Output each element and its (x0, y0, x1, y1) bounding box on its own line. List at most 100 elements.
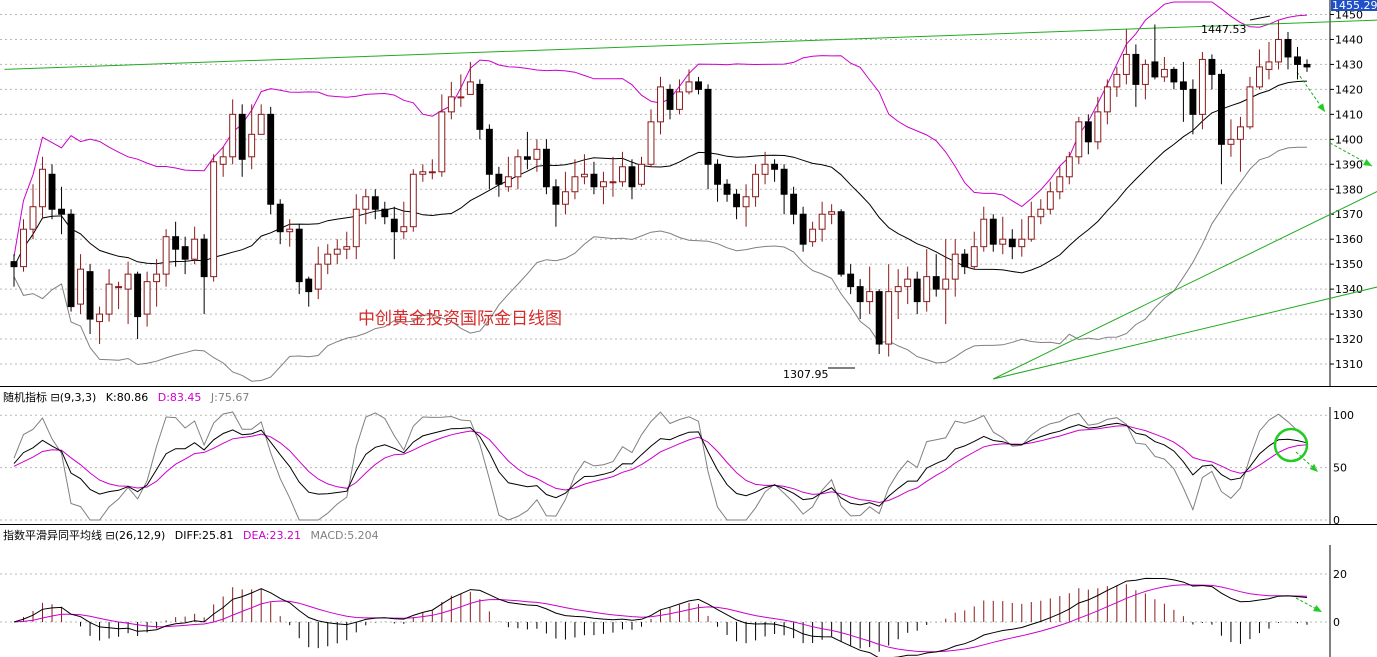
tick-label: 1420 (1335, 83, 1363, 96)
kdj-panel: 随机指标 ⊟(9,3,3) K:80.86 D:83.45 J:75.67 0 5… (0, 390, 1377, 527)
macd-tick-label: 0 (1333, 616, 1340, 629)
candle-body (999, 238, 1007, 245)
candle-body (485, 128, 493, 175)
candle-body (742, 196, 750, 208)
candle-body (561, 191, 569, 205)
candle-body (657, 86, 664, 123)
candle-body (780, 168, 788, 195)
candle-body (923, 276, 931, 303)
candle-body (381, 208, 389, 218)
candle-body (970, 246, 978, 268)
candle-body (1198, 58, 1206, 115)
kdj-j-line (13, 411, 1308, 521)
candle-body (20, 228, 27, 268)
candle-body (466, 81, 474, 95)
candle-body (790, 193, 798, 215)
candle-body (1094, 111, 1102, 143)
candle-body (1265, 61, 1273, 70)
tick-label: 1450 (1335, 8, 1363, 21)
candle-body (1208, 58, 1216, 75)
macd-panel: 指数平滑异同平均线 ⊟(26,12,9) DIFF:25.81 DEA:23.2… (0, 528, 1347, 657)
candle-body (1132, 53, 1140, 85)
candle-body (333, 248, 341, 255)
candle-body (96, 313, 104, 323)
candle-body (219, 156, 227, 165)
candle-body (647, 121, 655, 165)
candle-body (580, 173, 588, 178)
candle-body (409, 173, 417, 228)
tick-label: 1410 (1335, 108, 1363, 121)
candle-body (989, 218, 997, 245)
candle-body (523, 156, 531, 160)
candle-body (324, 253, 332, 265)
kdj-header: 随机指标 ⊟(9,3,3) K:80.86 D:83.45 J:75.67 (3, 390, 249, 404)
candle-body (1141, 63, 1149, 85)
candle-body (609, 181, 617, 184)
candle-body (143, 281, 151, 315)
trend-upper-channel (4, 19, 1377, 70)
tick-label: 1430 (1335, 58, 1363, 71)
candle-body (257, 113, 265, 135)
candle-body (1075, 121, 1083, 158)
candle-body (847, 273, 855, 288)
candle-body (229, 113, 237, 158)
candle-body (818, 213, 826, 230)
candle-body (1227, 138, 1235, 145)
candle-body (495, 173, 503, 185)
tick-label: 1350 (1335, 258, 1363, 271)
candle-body (723, 183, 731, 195)
tick-label: 1440 (1335, 33, 1363, 46)
candle-body (828, 211, 836, 215)
candle-body (210, 161, 218, 278)
candle-body (77, 268, 84, 305)
svg-text:指数平滑异同平均线 ⊟(26,12,9): 指数平滑异同平均线 ⊟(26,12,9) DIFF:25.81 DEA:23.2… (3, 528, 379, 542)
candle-body (1179, 81, 1187, 90)
candle-body (695, 81, 702, 90)
low-label: 1307.95 (783, 368, 829, 381)
kdj-grid: 0 50 100 (0, 409, 1354, 527)
price-tag-label: 1455.29 (1332, 0, 1377, 12)
price-tag (1331, 0, 1377, 11)
candle-body (771, 163, 779, 170)
kdj-lines (13, 411, 1308, 521)
candle-body (1246, 86, 1254, 128)
candle-body (1008, 238, 1016, 248)
candle-body (1018, 238, 1026, 248)
candle-body (1189, 88, 1197, 115)
candle-body (733, 193, 741, 208)
candle-body (172, 236, 180, 250)
macd-dea-line (13, 584, 1308, 653)
watermark-title: 中创黄金投资国际金日线图 (358, 309, 562, 329)
candle-body (153, 273, 161, 283)
candle-body (571, 176, 579, 193)
candle-body (866, 291, 874, 303)
macd-macd-value: 5.204 (347, 529, 379, 542)
macd-diff-line (13, 577, 1308, 657)
kdj-tick-label: 50 (1333, 462, 1347, 475)
candle-body (799, 213, 807, 245)
candle-body (913, 278, 921, 303)
candle-body (419, 171, 427, 175)
candle-body (856, 286, 864, 303)
candle-body (295, 228, 303, 283)
candle-body (1151, 61, 1159, 78)
candle-body (590, 173, 598, 188)
candle-body (704, 88, 712, 165)
kdj-title: 随机指标 (3, 390, 47, 404)
tick-label: 1320 (1335, 333, 1363, 346)
candle-body (1046, 191, 1054, 210)
candle-body (10, 261, 18, 268)
candle-body (619, 166, 626, 183)
kdj-d-value: 83.45 (170, 391, 202, 404)
candles (10, 20, 1311, 357)
candle-body (438, 111, 446, 173)
macd-grid: 0 20 (0, 568, 1347, 629)
low-annotation: 1307.95 (783, 367, 855, 381)
candle-body (1170, 68, 1178, 83)
candle-body (134, 273, 142, 318)
candle-body (1113, 73, 1121, 88)
tick-label: 1400 (1335, 133, 1363, 146)
candle-body (447, 96, 455, 113)
candle-body (352, 208, 360, 248)
